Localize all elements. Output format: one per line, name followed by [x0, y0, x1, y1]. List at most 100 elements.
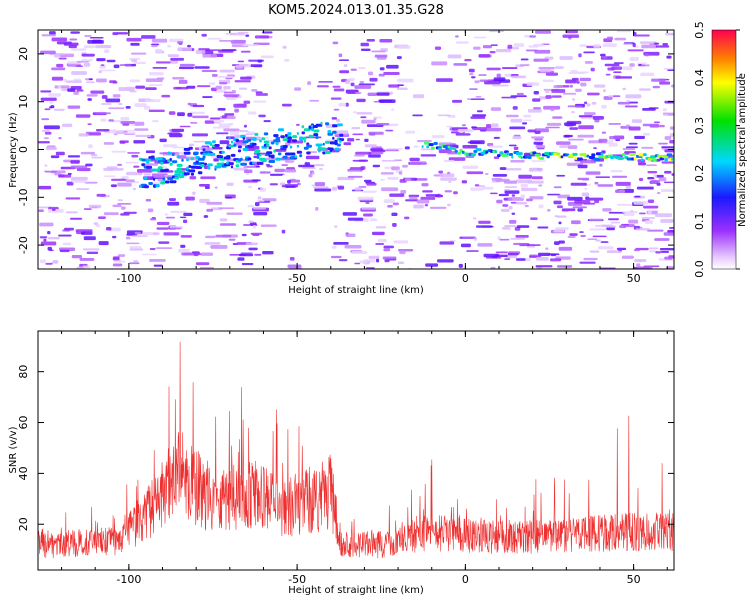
heatmap-noise-cell — [318, 81, 333, 83]
heatmap-noise-cell — [666, 55, 672, 59]
heatmap-noise-cell — [511, 75, 526, 79]
heatmap-noise-cell — [400, 190, 407, 194]
heatmap-noise-cell — [218, 207, 235, 209]
heatmap-noise-cell — [358, 159, 369, 162]
heatmap-noise-cell — [525, 198, 533, 202]
heatmap-noise-cell — [232, 243, 238, 246]
heatmap-noise-cell — [65, 211, 78, 214]
heatmap-noise-cell — [58, 174, 65, 178]
x-tick-label: 0 — [462, 272, 469, 285]
heatmap-signal-cell — [178, 170, 186, 174]
heatmap-noise-cell — [660, 250, 670, 253]
heatmap-noise-cell — [402, 164, 408, 168]
heatmap-signal-cell — [226, 155, 231, 159]
heatmap-signal-cell — [202, 148, 206, 152]
heatmap-noise-cell — [67, 105, 81, 109]
heatmap-signal-cell — [240, 157, 243, 161]
heatmap-noise-cell — [420, 154, 437, 157]
heatmap-noise-cell — [86, 81, 95, 84]
heatmap-noise-cell — [234, 108, 239, 113]
heatmap-noise-cell — [41, 34, 57, 37]
heatmap-noise-cell — [163, 232, 180, 236]
heatmap-noise-cell — [125, 106, 131, 109]
heatmap-noise-cell — [129, 248, 144, 251]
heatmap-noise-cell — [519, 64, 530, 66]
heatmap-noise-cell — [330, 97, 342, 100]
heatmap-noise-cell — [408, 194, 420, 198]
heatmap-noise-cell — [495, 251, 508, 254]
heatmap-noise-cell — [352, 111, 357, 114]
heatmap-noise-cell — [410, 162, 428, 165]
heatmap-noise-cell — [84, 181, 98, 184]
heatmap-signal-cell — [591, 153, 596, 157]
heatmap-signal-cell — [197, 157, 205, 161]
heatmap-signal-cell — [447, 145, 451, 149]
heatmap-noise-cell — [602, 89, 607, 93]
heatmap-noise-cell — [533, 170, 539, 172]
heatmap-noise-cell — [129, 262, 140, 265]
heatmap-noise-cell — [528, 45, 539, 48]
heatmap-noise-cell — [545, 72, 559, 76]
heatmap-signal-cell — [230, 140, 234, 144]
heatmap-signal-cell — [188, 165, 192, 169]
heatmap-noise-cell — [167, 44, 172, 48]
heatmap-noise-cell — [40, 90, 52, 93]
heatmap-noise-cell — [152, 232, 160, 236]
heatmap-noise-cell — [483, 253, 500, 258]
heatmap-noise-cell — [649, 250, 658, 253]
heatmap-noise-cell — [265, 164, 271, 166]
heatmap-noise-cell — [87, 39, 104, 44]
heatmap-noise-cell — [506, 114, 519, 118]
heatmap-noise-cell — [381, 159, 397, 162]
heatmap-noise-cell — [78, 133, 89, 137]
heatmap-noise-cell — [515, 235, 529, 238]
heatmap-signal-cell — [301, 125, 305, 129]
heatmap-noise-cell — [257, 196, 262, 200]
heatmap-noise-cell — [556, 215, 567, 218]
heatmap-noise-cell — [554, 66, 564, 69]
snr-plot-frame — [37, 330, 675, 571]
heatmap-noise-cell — [245, 34, 250, 37]
heatmap-noise-cell — [379, 178, 385, 181]
heatmap-noise-cell — [206, 208, 213, 212]
heatmap-signal-cell — [228, 144, 234, 148]
heatmap-noise-cell — [190, 122, 198, 124]
heatmap-noise-cell — [170, 60, 179, 64]
heatmap-noise-cell — [95, 44, 112, 49]
heatmap-noise-cell — [38, 185, 52, 190]
heatmap-noise-cell — [585, 171, 601, 175]
heatmap-noise-cell — [589, 250, 600, 253]
heatmap-noise-cell — [512, 136, 522, 140]
heatmap-noise-cell — [383, 245, 394, 249]
heatmap-noise-cell — [258, 114, 266, 118]
heatmap-noise-cell — [118, 102, 123, 106]
heatmap-signal-cell — [459, 148, 463, 152]
heatmap-noise-cell — [200, 252, 214, 256]
heatmap-noise-cell — [132, 187, 137, 191]
heatmap-signal-cell — [339, 133, 344, 137]
heatmap-noise-cell — [314, 182, 326, 187]
heatmap-noise-cell — [512, 106, 518, 110]
heatmap-signal-cell — [317, 149, 321, 153]
heatmap-noise-cell — [567, 235, 576, 238]
heatmap-signal-cell — [471, 153, 476, 157]
heatmap-signal-cell — [219, 155, 224, 159]
heatmap-noise-cell — [578, 125, 594, 130]
heatmap-noise-cell — [510, 95, 527, 98]
heatmap-noise-cell — [523, 114, 532, 118]
heatmap-noise-cell — [91, 156, 103, 159]
heatmap-noise-cell — [572, 206, 587, 209]
heatmap-noise-cell — [508, 197, 524, 201]
heatmap-noise-cell — [404, 146, 410, 150]
heatmap-noise-cell — [396, 87, 408, 90]
x-tick-label: -50 — [288, 272, 306, 285]
heatmap-noise-cell — [490, 107, 502, 111]
heatmap-noise-cell — [448, 180, 452, 183]
heatmap-signal-cell — [527, 156, 532, 160]
heatmap-noise-cell — [653, 42, 659, 45]
heatmap-signal-cell — [209, 143, 213, 147]
heatmap-noise-cell — [333, 88, 345, 92]
heatmap-noise-cell — [527, 109, 542, 113]
heatmap-noise-cell — [555, 227, 569, 231]
heatmap-signal-cell — [141, 163, 146, 167]
